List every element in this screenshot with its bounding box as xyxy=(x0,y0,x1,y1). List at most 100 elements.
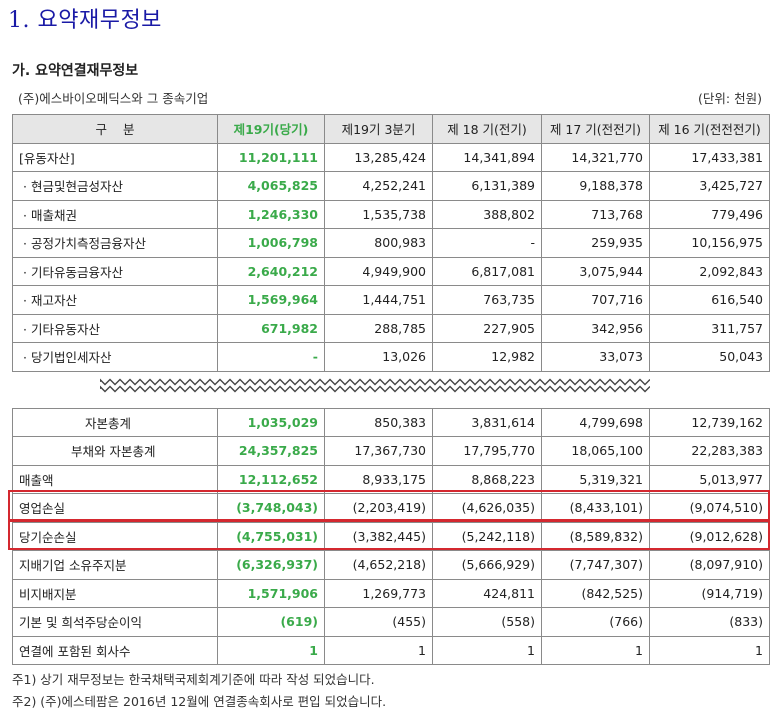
cell-current-period: 24,357,825 xyxy=(217,436,325,466)
header-row: 구 분 제19기(당기) 제19기 3분기 제 18 기(전기) 제 17 기(… xyxy=(12,114,770,144)
cell-value: 14,341,894 xyxy=(432,142,542,172)
cell-value: 616,540 xyxy=(649,285,770,315)
table-row: 지배기업 소유주지분 (6,326,937) (4,652,218) (5,666,9… xyxy=(12,550,770,580)
table-row: · 재고자산 1,569,964 1,444,751 763,735 707,716 61… xyxy=(12,285,770,315)
cell-current-period: 2,640,212 xyxy=(217,256,325,286)
cell-value: 3,075,944 xyxy=(541,256,650,286)
highlight-box-net-loss xyxy=(8,519,770,550)
cell-value: (4,652,218) xyxy=(324,550,433,580)
cell-value: 8,933,175 xyxy=(324,464,433,494)
highlight-box-operating-loss xyxy=(8,490,770,522)
cell-value: 17,367,730 xyxy=(324,436,433,466)
cell-value: 1 xyxy=(324,635,433,665)
cell-current-period: 1,246,330 xyxy=(217,199,325,229)
cell-value: 1,535,738 xyxy=(324,199,433,229)
page-title: 1. 요약재무정보 xyxy=(8,8,162,33)
table-row: 연결에 포함된 회사수 1 1 1 1 1 xyxy=(12,635,770,665)
cell-value: 13,026 xyxy=(324,342,433,372)
cell-value: (8,433,101) xyxy=(541,493,650,523)
row-label: · 재고자산 xyxy=(12,285,218,315)
cell-value: 4,949,900 xyxy=(324,256,433,286)
section-subtitle: 가. 요약연결재무정보 xyxy=(12,63,139,79)
header-q3: 제19기 3분기 xyxy=(324,114,433,144)
cell-value: 1 xyxy=(541,635,650,665)
omission-wave-mark xyxy=(100,378,650,393)
cell-current-period: 12,112,652 xyxy=(217,464,325,494)
table-row: 당기순손실 (4,755,031) (3,382,445) (5,242,118) (8… xyxy=(12,521,770,551)
table-row: · 기타유동자산 671,982 288,785 227,905 342,956 311,… xyxy=(12,313,770,343)
table-row: · 기타유동금융자산 2,640,212 4,949,900 6,817,081 3,0… xyxy=(12,256,770,286)
row-label: · 기타유동자산 xyxy=(12,313,218,343)
table-row: 영업손실 (3,748,043) (2,203,419) (4,626,035) (8,… xyxy=(12,493,770,523)
cell-current-period: 1,569,964 xyxy=(217,285,325,315)
table-row: [유동자산] 11,201,111 13,285,424 14,341,894 14,3… xyxy=(12,142,770,172)
cell-value: (8,097,910) xyxy=(649,550,770,580)
cell-value: (4,626,035) xyxy=(432,493,542,523)
cell-value: 800,983 xyxy=(324,228,433,258)
cell-value: 17,433,381 xyxy=(649,142,770,172)
cell-current-period: (4,755,031) xyxy=(217,521,325,551)
cell-value: 3,831,614 xyxy=(432,407,542,437)
cell-value: (2,203,419) xyxy=(324,493,433,523)
row-label: · 기타유동금융자산 xyxy=(12,256,218,286)
cell-value: 12,739,162 xyxy=(649,407,770,437)
cell-current-period: (3,748,043) xyxy=(217,493,325,523)
cell-current-period: - xyxy=(217,342,325,372)
cell-value: (5,666,929) xyxy=(432,550,542,580)
cell-value: 1 xyxy=(432,635,542,665)
table-row: · 매출채권 1,246,330 1,535,738 388,802 713,768 77… xyxy=(12,199,770,229)
cell-value: 9,188,378 xyxy=(541,171,650,201)
cell-value: 259,935 xyxy=(541,228,650,258)
table-row: 비지배지분 1,571,906 1,269,773 424,811 (842,525)(… xyxy=(12,578,770,608)
cell-value: 311,757 xyxy=(649,313,770,343)
cell-value: 14,321,770 xyxy=(541,142,650,172)
cell-value: 17,795,770 xyxy=(432,436,542,466)
cell-value: 1,269,773 xyxy=(324,578,433,608)
row-label: 부채와 자본총계 xyxy=(12,436,218,466)
row-label: 연결에 포함된 회사수 xyxy=(12,635,218,665)
cell-value: (914,719) xyxy=(649,578,770,608)
cell-value: (833) xyxy=(649,607,770,637)
cell-current-period: 1 xyxy=(217,635,325,665)
footnote-2: 주2) (주)에스테팜은 2016년 12월에 연결종속회사로 편입 되었습니다… xyxy=(12,694,387,709)
table-row: · 당기법인세자산 -13,026 12,982 33,073 50,043 xyxy=(12,342,770,372)
cell-value: (842,525) xyxy=(541,578,650,608)
table-row: · 공정가치측정금융자산 1,006,798 800,983-259,935 10,1… xyxy=(12,228,770,258)
table-row: 매출액 12,112,652 8,933,175 8,868,223 5,319,321… xyxy=(12,464,770,494)
cell-value: 424,811 xyxy=(432,578,542,608)
cell-value: 4,252,241 xyxy=(324,171,433,201)
cell-value: - xyxy=(432,228,542,258)
table-row: · 현금및현금성자산 4,065,825 4,252,241 6,131,389 9,1… xyxy=(12,171,770,201)
cell-value: 288,785 xyxy=(324,313,433,343)
header-current-period: 제19기(당기) xyxy=(217,114,325,144)
cell-value: 33,073 xyxy=(541,342,650,372)
cell-value: (8,589,832) xyxy=(541,521,650,551)
cell-value: 707,716 xyxy=(541,285,650,315)
row-label: · 매출채권 xyxy=(12,199,218,229)
cell-value: (7,747,307) xyxy=(541,550,650,580)
table-row: 자본총계 1,035,029 850,383 3,831,614 4,799,698 12… xyxy=(12,407,770,437)
table-body-bottom: 자본총계 1,035,029 850,383 3,831,614 4,799,698 12… xyxy=(12,407,770,665)
cell-value: 4,799,698 xyxy=(541,407,650,437)
table-body-top: [유동자산] 11,201,111 13,285,424 14,341,894 14,3… xyxy=(12,142,770,372)
table-row: 기본 및 희석주당순이익 (619) (455) (558) (766) (833) xyxy=(12,607,770,637)
cell-value: 342,956 xyxy=(541,313,650,343)
row-label: · 공정가치측정금융자산 xyxy=(12,228,218,258)
header-category: 구 분 xyxy=(12,114,218,144)
cell-value: 2,092,843 xyxy=(649,256,770,286)
header-16th: 제 16 기(전전전기) xyxy=(649,114,770,144)
cell-value: 850,383 xyxy=(324,407,433,437)
row-label: · 현금및현금성자산 xyxy=(12,171,218,201)
cell-value: 3,425,727 xyxy=(649,171,770,201)
cell-current-period: 1,035,029 xyxy=(217,407,325,437)
cell-value: 1 xyxy=(649,635,770,665)
cell-value: 713,768 xyxy=(541,199,650,229)
cell-value: (766) xyxy=(541,607,650,637)
row-label: 자본총계 xyxy=(12,407,218,437)
financial-summary-table: 구 분 제19기(당기) 제19기 3분기 제 18 기(전기) 제 17 기(… xyxy=(12,114,770,665)
cell-value: 763,735 xyxy=(432,285,542,315)
cell-value: 227,905 xyxy=(432,313,542,343)
cell-value: 6,131,389 xyxy=(432,171,542,201)
cell-value: 6,817,081 xyxy=(432,256,542,286)
cell-value: 18,065,100 xyxy=(541,436,650,466)
